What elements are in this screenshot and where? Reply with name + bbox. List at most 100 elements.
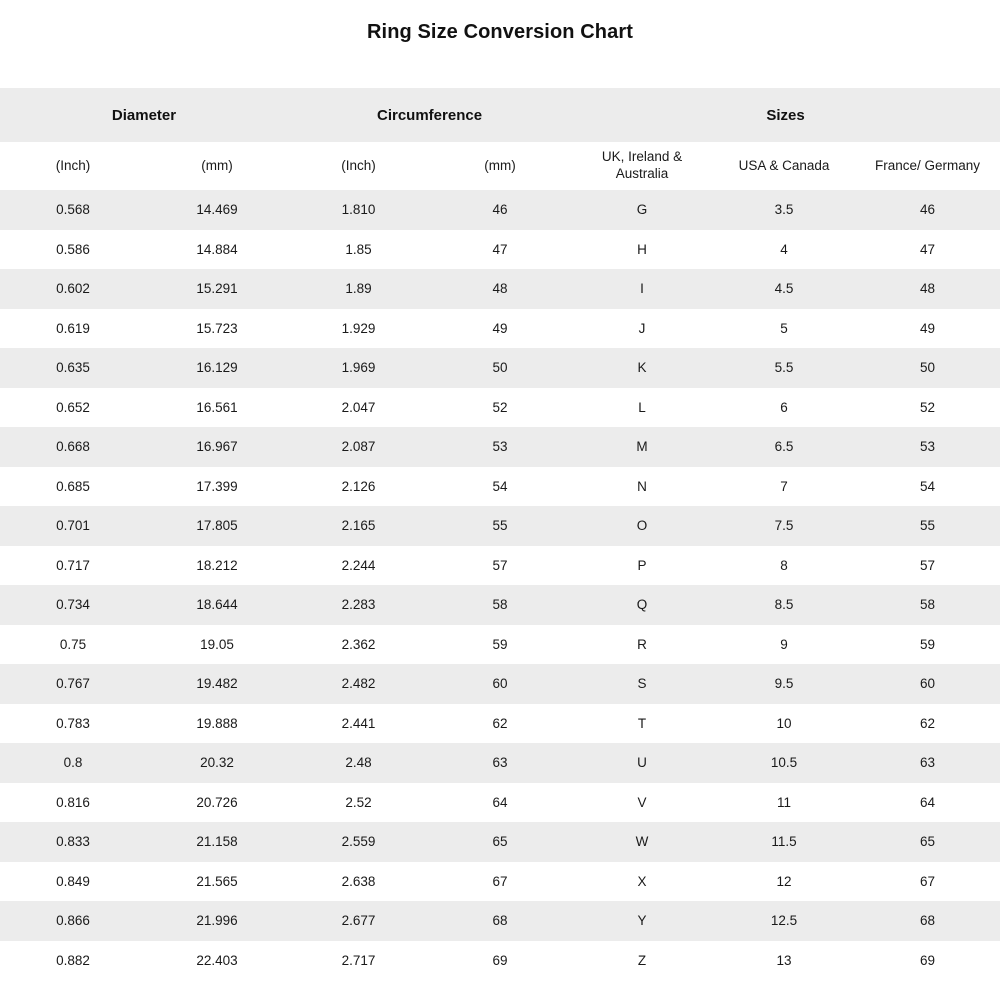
- table-row: 0.816 20.726 2.52 64 V 11 64: [0, 782, 1000, 822]
- table-cell: 2.559: [341, 834, 376, 850]
- table-row: 0.652 16.561 2.047 52 L 6 52: [0, 387, 1000, 427]
- table-cell: 60: [920, 676, 936, 692]
- table-cell: 63: [492, 755, 508, 771]
- table-cell: 63: [920, 755, 936, 771]
- table-cell: 49: [920, 320, 936, 336]
- table-cell: 62: [492, 715, 508, 731]
- table-cell: 21.996: [196, 913, 238, 929]
- group-header-diameter: Diameter: [111, 106, 177, 124]
- table-cell: 68: [920, 913, 936, 929]
- table-cell: 57: [492, 557, 508, 573]
- table-cell: 18.644: [196, 597, 238, 613]
- table-cell: 2.087: [341, 439, 376, 455]
- table-cell: 52: [920, 399, 936, 415]
- table-cell: 57: [920, 557, 936, 573]
- table-body: 0.568 14.469 1.810 46 G 3.5 46 0.586 14.884 1.85 4…: [0, 190, 1000, 980]
- table-cell: 13: [776, 952, 792, 968]
- table-cell: 67: [920, 873, 936, 889]
- table-cell: R: [637, 636, 647, 652]
- table-cell: 0.619: [56, 320, 90, 336]
- table-cell: 15.291: [196, 281, 238, 297]
- table-cell: 20.32: [200, 755, 234, 771]
- table-cell: 0.586: [56, 241, 90, 257]
- table-cell: 54: [492, 478, 508, 494]
- column-header-uk-ireland-australia: UK, Ireland & Australia: [601, 149, 683, 181]
- table-cell: 50: [920, 360, 936, 376]
- table-cell: 0.717: [56, 557, 90, 573]
- column-header-usa-canada: USA & Canada: [738, 157, 830, 173]
- table-cell: 2.047: [341, 399, 376, 415]
- table-cell: V: [637, 794, 647, 810]
- group-header-row: Diameter Circumference Sizes: [0, 88, 1000, 142]
- table-cell: 5: [780, 320, 788, 336]
- table-cell: 53: [920, 439, 936, 455]
- column-header-france-germany: France/ Germany: [875, 157, 981, 173]
- table-cell: S: [637, 676, 647, 692]
- table-cell: 19.05: [200, 636, 234, 652]
- table-head: Diameter Circumference Sizes (Inch) (mm) (In…: [0, 88, 1000, 190]
- table-cell: 58: [920, 597, 936, 613]
- table-cell: 9: [780, 636, 788, 652]
- group-header-circumference: Circumference: [377, 106, 483, 124]
- table-cell: 53: [492, 439, 508, 455]
- table-cell: 2.638: [341, 873, 376, 889]
- table-cell: 5.5: [774, 360, 794, 376]
- table-row: 0.8 20.32 2.48 63 U 10.5 63: [0, 743, 1000, 783]
- page-title: Ring Size Conversion Chart: [367, 21, 633, 43]
- table-cell: 14.884: [196, 241, 238, 257]
- table-cell: P: [637, 557, 647, 573]
- table-cell: 22.403: [196, 952, 238, 968]
- table-cell: 52: [492, 399, 508, 415]
- table-cell: 0.882: [56, 952, 90, 968]
- table-cell: 1.85: [345, 241, 372, 257]
- table-cell: 16.967: [196, 439, 238, 455]
- table-cell: 3.5: [774, 202, 794, 218]
- table-cell: 2.165: [341, 518, 376, 534]
- table-cell: 12.5: [770, 913, 798, 929]
- table-cell: 0.568: [56, 202, 90, 218]
- table-row: 0.602 15.291 1.89 48 I 4.5 48: [0, 269, 1000, 309]
- table-cell: 55: [492, 518, 508, 534]
- table-cell: M: [636, 439, 648, 455]
- table-row: 0.619 15.723 1.929 49 J 5 49: [0, 308, 1000, 348]
- table-cell: 6: [780, 399, 788, 415]
- table-row: 0.568 14.469 1.810 46 G 3.5 46: [0, 190, 1000, 230]
- table-cell: 2.677: [341, 913, 376, 929]
- table-cell: 18.212: [196, 557, 238, 573]
- table-cell: 17.399: [196, 478, 238, 494]
- table-cell: Y: [637, 913, 647, 929]
- table-cell: 4: [780, 241, 788, 257]
- table-cell: 59: [920, 636, 936, 652]
- table-cell: 0.833: [56, 834, 90, 850]
- table-cell: 1.929: [341, 320, 376, 336]
- table-row: 0.685 17.399 2.126 54 N 7 54: [0, 466, 1000, 506]
- table-cell: 48: [920, 281, 936, 297]
- table-cell: 21.565: [196, 873, 238, 889]
- table-cell: 14.469: [196, 202, 238, 218]
- table-cell: U: [637, 755, 647, 771]
- column-header-inch: (Inch): [55, 157, 91, 173]
- table-cell: 2.126: [341, 478, 376, 494]
- table-row: 0.701 17.805 2.165 55 O 7.5 55: [0, 506, 1000, 546]
- table-cell: 0.849: [56, 873, 90, 889]
- table-row: 0.882 22.403 2.717 69 Z 13 69: [0, 940, 1000, 980]
- table-row: 0.635 16.129 1.969 50 K 5.5 50: [0, 348, 1000, 388]
- table-row: 0.849 21.565 2.638 67 X 12 67: [0, 861, 1000, 901]
- table-cell: 10.5: [770, 755, 798, 771]
- table-row: 0.717 18.212 2.244 57 P 8 57: [0, 545, 1000, 585]
- table-cell: 7: [780, 478, 788, 494]
- table-cell: 47: [920, 241, 936, 257]
- table-cell: J: [638, 320, 646, 336]
- table-cell: 8: [780, 557, 788, 573]
- table-cell: 0.652: [56, 399, 90, 415]
- table-cell: 1.810: [341, 202, 376, 218]
- table-cell: 2.283: [341, 597, 376, 613]
- column-header-mm: (mm): [201, 157, 233, 173]
- ring-size-conversion-table: Diameter Circumference Sizes (Inch) (mm) (In…: [0, 88, 1000, 980]
- table-cell: 2.52: [345, 794, 372, 810]
- table-cell: 68: [492, 913, 508, 929]
- table-cell: 0.783: [56, 715, 90, 731]
- table-cell: 62: [920, 715, 936, 731]
- table-cell: 15.723: [196, 320, 238, 336]
- table-cell: 2.441: [341, 715, 376, 731]
